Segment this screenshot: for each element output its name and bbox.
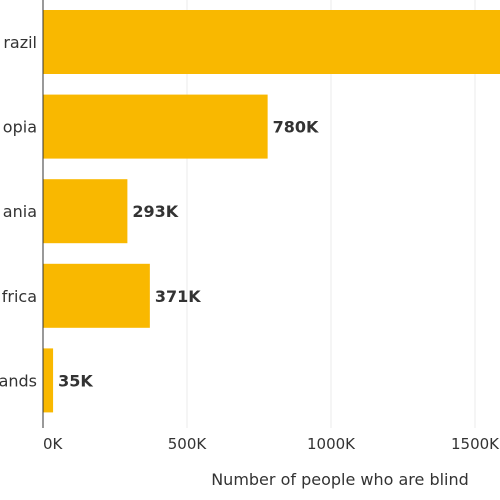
- value-label: 780K: [273, 118, 319, 137]
- category-label: frica: [2, 287, 37, 306]
- x-tick-label: 500K: [168, 435, 208, 453]
- category-label: ands: [0, 371, 37, 390]
- value-label: 371K: [155, 287, 201, 306]
- labels: 0K 500K 1000K 1500K razil opia 780K ania 293K fri…: [0, 33, 500, 453]
- value-label: 35K: [58, 371, 93, 390]
- bars: [43, 10, 500, 413]
- category-label: ania: [3, 202, 37, 221]
- x-tick-label: 1500K: [451, 435, 500, 453]
- x-tick-label: 0K: [43, 435, 64, 453]
- bar: [43, 348, 54, 413]
- x-tick-label: 1000K: [307, 435, 356, 453]
- bar: [43, 10, 500, 74]
- bar: [43, 94, 268, 159]
- value-label: 293K: [132, 202, 178, 221]
- x-axis-title: Number of people who are blind: [211, 470, 469, 489]
- category-label: razil: [3, 33, 37, 52]
- category-label: opia: [3, 118, 37, 137]
- bar: [43, 179, 128, 244]
- bar: [43, 263, 150, 328]
